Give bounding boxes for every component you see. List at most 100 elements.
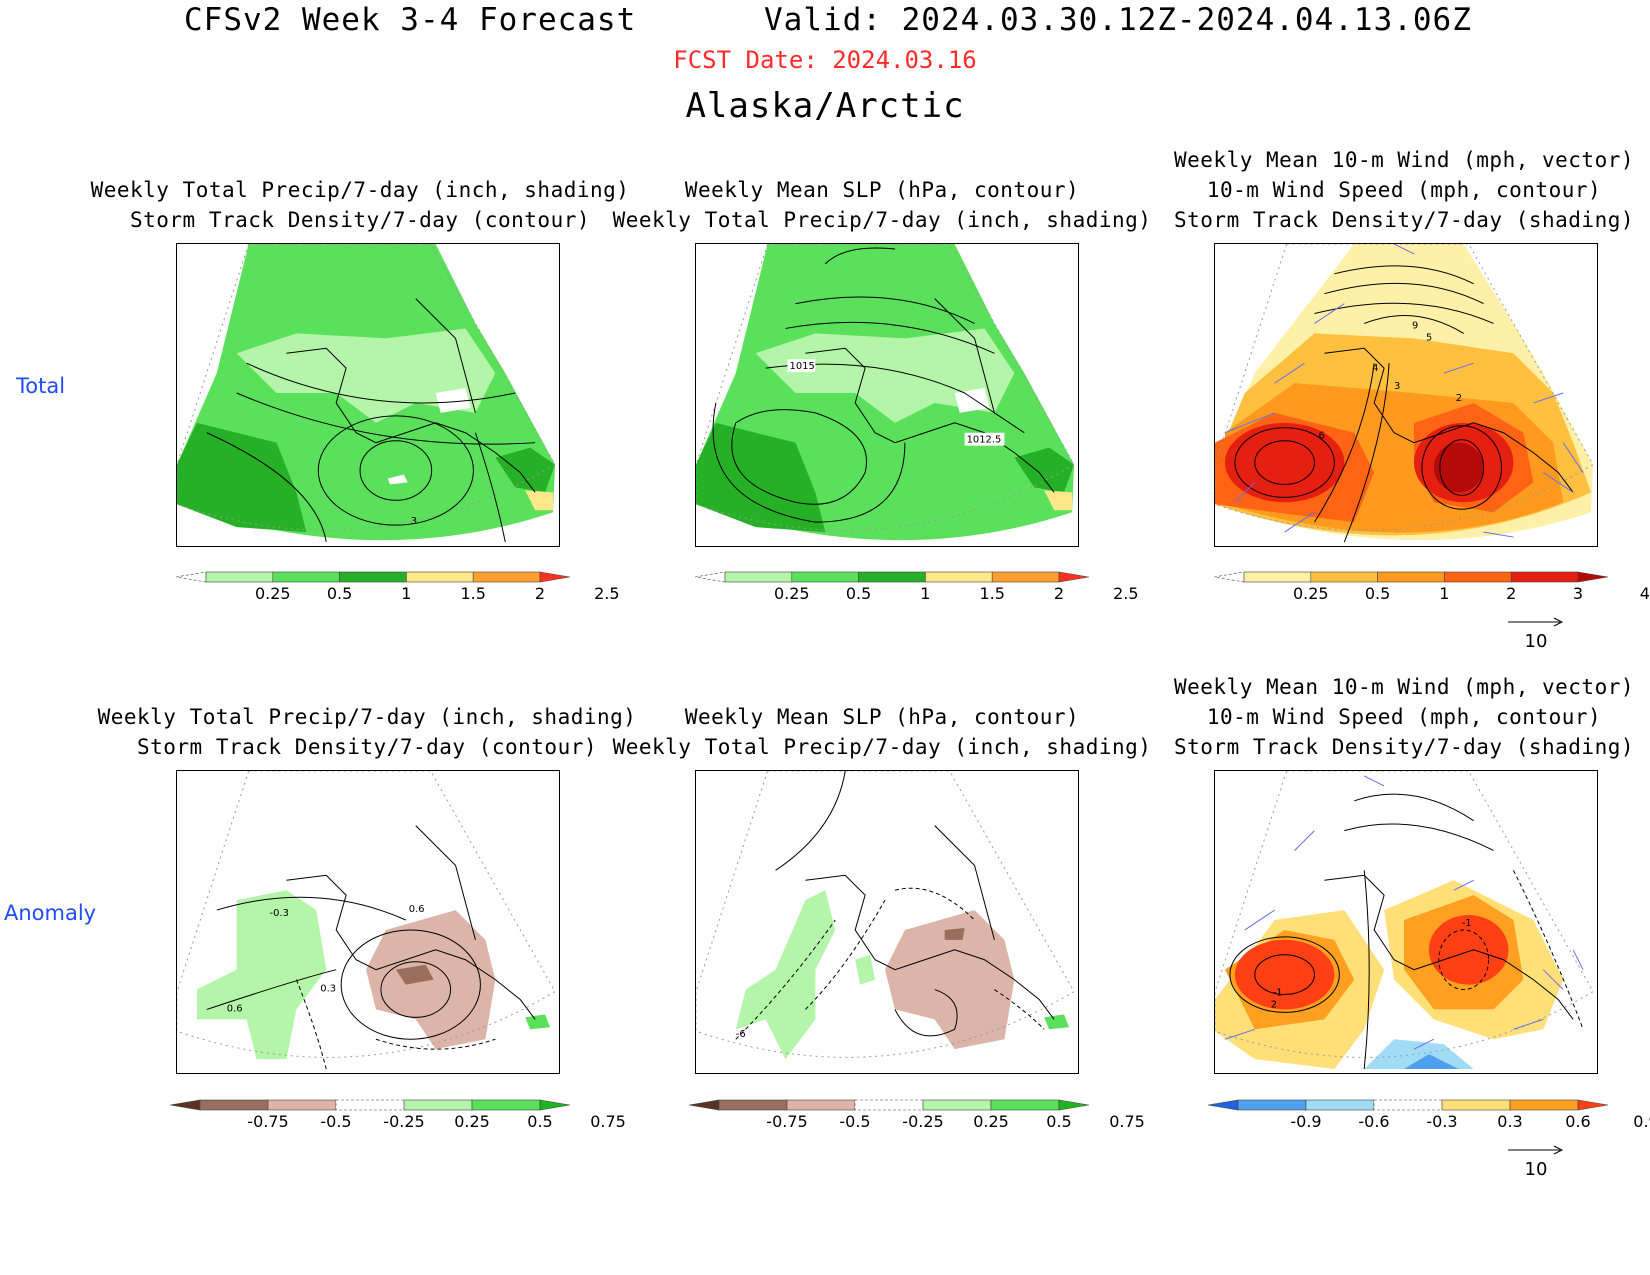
colorbar-swatch	[689, 1099, 720, 1111]
colorbar-precip-total-2: 0.25 0.5 1 1.5 2 2.5	[695, 571, 1139, 603]
panel-title-1-line-1: Weekly Total Precip/7-day (inch, shading…	[90, 178, 630, 202]
colorbar-swatch	[267, 1099, 337, 1111]
slp-contour	[795, 296, 975, 324]
colorbar-tick-label: -0.5	[320, 1112, 352, 1131]
colorbar-tick-label: -0.25	[383, 1112, 425, 1131]
colorbar-tick-label: 2	[534, 584, 546, 603]
map-panel-wind-anomaly: -1 -1 2	[1214, 770, 1598, 1074]
panel-title-5-line-1: Weekly Mean SLP (hPa, contour)	[684, 705, 1080, 729]
colorbar-precip-total-1: 0.25 0.5 1 1.5 2 2.5	[176, 571, 620, 603]
contour-label: 4	[1372, 363, 1378, 374]
colorbar-swatches	[176, 571, 570, 583]
panel-title-4-line-2: Storm Track Density/7-day (contour)	[136, 735, 597, 759]
panel-title-5: Weekly Mean SLP (hPa, contour) Weekly To…	[613, 702, 1152, 762]
contour-label: 3	[411, 516, 417, 527]
row-label-total: Total	[16, 374, 66, 398]
colorbar-swatch	[925, 571, 993, 583]
colorbar-swatch	[1510, 571, 1579, 583]
colorbar-swatch	[718, 1099, 788, 1111]
colorbar-swatch	[991, 571, 1060, 583]
colorbar-tick-label: 1	[1439, 584, 1450, 603]
row-label-anomaly: Anomaly	[4, 901, 97, 925]
colorbar-tick-label: 0.25	[773, 584, 810, 603]
contour-label: 1015	[790, 361, 815, 372]
wind-reference-total: 10	[1506, 612, 1566, 652]
colorbar-swatch	[1058, 1099, 1089, 1111]
colorbar-precip-anomaly-1: -0.75 -0.5 -0.25 0.25 0.5 0.75	[170, 1099, 626, 1131]
colorbar-swatch	[1214, 571, 1245, 583]
colorbar-tick-label: 2.5	[594, 584, 620, 603]
colorbar-swatches	[170, 1099, 570, 1111]
colorbar-swatch	[1444, 571, 1512, 583]
colorbar-swatch	[1058, 571, 1089, 583]
colorbar-tick-label: 0.6	[1565, 1112, 1591, 1131]
colorbar-ticks: 0.25 0.5 1 1.5 2 2.5	[176, 583, 620, 603]
map-panel-precip-total: 3	[176, 243, 560, 547]
colorbar-swatch	[1577, 1099, 1608, 1111]
colorbar-swatches	[695, 571, 1089, 583]
colorbar-tick-label: 0.5	[845, 584, 872, 603]
contour-label: -6	[736, 1029, 746, 1040]
colorbar-tick-label: 0.5	[326, 584, 353, 603]
colorbar-tick-label: 0.25	[1292, 584, 1329, 603]
colorbar-tick-label: 0.25	[454, 1112, 490, 1131]
colorbar-swatch	[335, 1099, 405, 1111]
arrow-right-icon	[1508, 1145, 1564, 1155]
colorbar-swatch	[1377, 571, 1445, 583]
colorbar-swatches	[1214, 571, 1608, 583]
colorbar-tick-label: 2	[1506, 584, 1517, 603]
colorbar-tick-label: 1	[401, 584, 412, 603]
panel-title-4: Weekly Total Precip/7-day (inch, shading…	[98, 702, 637, 762]
colorbar-tick-label: 1.5	[460, 584, 486, 603]
colorbar-tick-label: 4	[1639, 584, 1650, 603]
panel-title-2: Weekly Mean SLP (hPa, contour) Weekly To…	[613, 175, 1152, 235]
region-title: Alaska/Arctic	[685, 86, 965, 126]
colorbar-tick-label: -0.3	[1426, 1112, 1458, 1131]
colorbar-swatch	[854, 1099, 924, 1111]
colorbar-swatch	[199, 1099, 269, 1111]
colorbar-tick-label: 0.25	[254, 584, 291, 603]
panel-title-3-line-1: Weekly Mean 10-m Wind (mph, vector)	[1173, 148, 1635, 172]
panel-title-6-line-2: 10-m Wind Speed (mph, contour)	[1206, 705, 1602, 729]
colorbar-tick-label: 0.5	[527, 1112, 553, 1131]
contour-label: 5	[1426, 332, 1432, 343]
wind-reference-label: 10	[1524, 631, 1548, 652]
panel-title-5-line-2: Weekly Total Precip/7-day (inch, shading…	[612, 735, 1152, 759]
contour-label: 0.6	[409, 904, 425, 915]
colorbar-swatches	[689, 1099, 1089, 1111]
panel-title-3-line-3: Storm Track Density/7-day (shading)	[1173, 208, 1635, 232]
colorbar-swatch	[339, 571, 407, 583]
contour-label: -1	[1462, 918, 1472, 929]
colorbar-swatch	[272, 571, 340, 583]
colorbar-tick-label: 2.5	[1113, 584, 1139, 603]
colorbar-swatch	[1310, 571, 1378, 583]
colorbar-swatch	[176, 571, 207, 583]
wind-reference-anomaly: 10	[1506, 1140, 1566, 1180]
colorbar-swatch	[472, 571, 541, 583]
fcst-date: FCST Date: 2024.03.16	[673, 46, 977, 74]
colorbar-swatch	[539, 1099, 570, 1111]
precip-dark	[177, 422, 307, 533]
colorbar-tick-label: -0.75	[247, 1112, 289, 1131]
panel-title-1-line-2: Storm Track Density/7-day (contour)	[129, 208, 590, 232]
colorbar-swatch	[205, 571, 274, 583]
colorbar-swatch	[406, 571, 474, 583]
colorbar-tick-label: -0.6	[1358, 1112, 1390, 1131]
arrow-right-icon	[1508, 617, 1564, 627]
colorbar-swatch	[1243, 571, 1312, 583]
panel-title-1: Weekly Total Precip/7-day (inch, shading…	[91, 175, 630, 235]
colorbar-tick-label: 0.9	[1633, 1112, 1650, 1131]
colorbar-tick-label: -0.9	[1290, 1112, 1322, 1131]
panel-title-2-line-2: Weekly Total Precip/7-day (inch, shading…	[612, 208, 1152, 232]
contour-label: -0.3	[270, 908, 289, 919]
map-panel-precip-anomaly: -0.3 0.6 0.3 0.6	[176, 770, 560, 1074]
precip-light	[236, 328, 496, 423]
colorbar-swatch	[1237, 1099, 1307, 1111]
contour-label: -1	[1273, 988, 1283, 999]
colorbar-swatch	[403, 1099, 473, 1111]
contour-label: 2	[1456, 393, 1462, 404]
colorbar-tick-label: -0.5	[839, 1112, 871, 1131]
colorbar-swatch	[539, 571, 570, 583]
wind-reference-label: 10	[1524, 1159, 1548, 1180]
coastline	[286, 347, 536, 493]
